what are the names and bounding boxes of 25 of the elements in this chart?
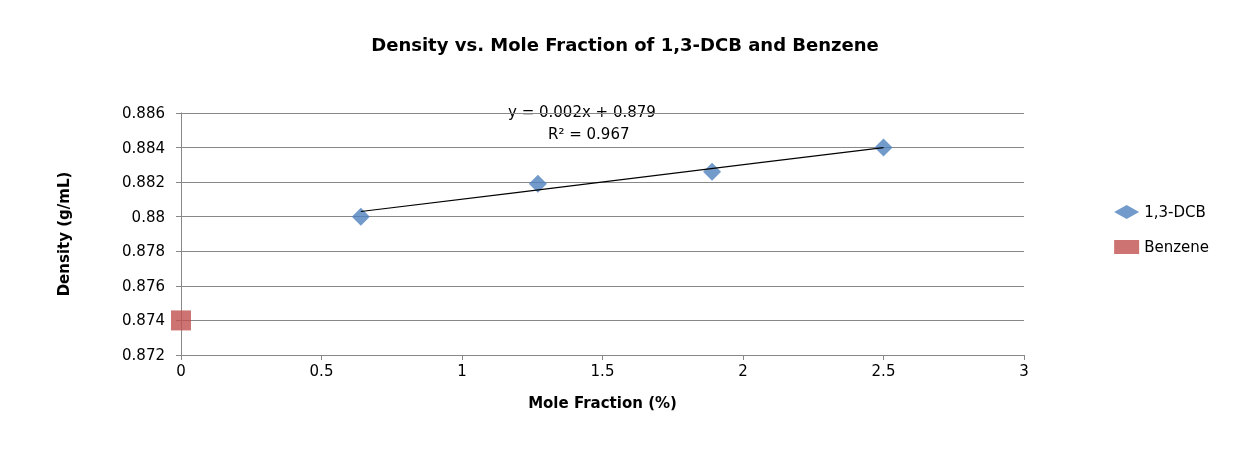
point (351, 207, 370, 226)
point (874, 138, 893, 157)
legend-label: Benzene (1144, 238, 1210, 256)
x-tick-label: 1 (457, 361, 467, 380)
y-tick-label: 0.886 (122, 104, 165, 122)
chart-title: Density vs. Mole Fraction of 1,3-DCB and Benzene (371, 33, 879, 55)
y-tick-label: 0.876 (122, 276, 165, 295)
y-axis-title: Density (g/mL) (54, 171, 73, 297)
x-tick-label: 0.5 (309, 361, 334, 380)
x-tick-label: 0 (176, 361, 186, 380)
y-tick-label: 0.88 (131, 207, 165, 226)
x-tick-label: 1.5 (590, 361, 615, 380)
point (171, 310, 191, 331)
y-tick-label: 0.884 (122, 138, 165, 157)
y-tick-label: 0.874 (122, 311, 165, 330)
x-tick-label: 2 (738, 361, 748, 380)
x-axis-title: Mole Fraction (%) (528, 393, 677, 412)
y-tick-label: 0.878 (122, 242, 165, 261)
point (528, 174, 547, 193)
x-tick-label: 3 (1019, 361, 1029, 380)
annotation: R² = 0.967 (548, 124, 630, 143)
y-tick-label: 0.872 (122, 346, 165, 364)
x-tick-label: 2.5 (871, 361, 896, 380)
legend-label: 1,3-DCB (1144, 203, 1206, 221)
y-tick-label: 0.882 (122, 173, 165, 192)
